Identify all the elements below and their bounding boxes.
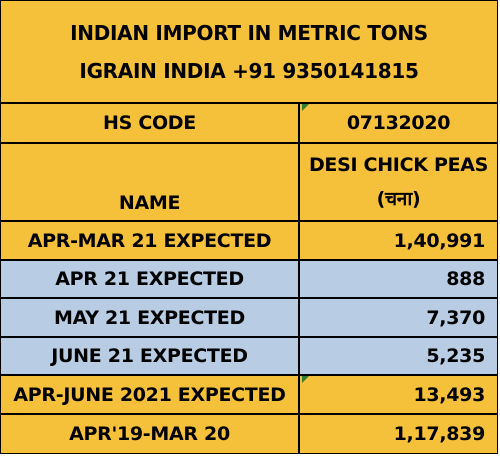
hs-code-value: 07132020 <box>346 112 451 134</box>
table-row: MAY 21 EXPECTED 7,370 <box>1 299 497 338</box>
title-row: INDIAN IMPORT IN METRIC TONS IGRAIN INDI… <box>1 1 497 104</box>
row-value: 888 <box>446 268 485 290</box>
row-label: MAY 21 EXPECTED <box>1 299 300 336</box>
row-label: JUNE 21 EXPECTED <box>1 338 300 374</box>
name-label: NAME <box>1 144 300 220</box>
row-value: 7,370 <box>426 306 485 329</box>
title-line-2: IGRAIN INDIA +91 9350141815 <box>79 58 419 83</box>
name-value-line-1: DESI CHICK PEAS <box>308 154 489 176</box>
comment-marker-icon <box>302 376 309 383</box>
row-label: APR-JUNE 2021 EXPECTED <box>1 376 300 413</box>
hs-code-label: HS CODE <box>1 104 300 142</box>
table-row: APR'19-MAR 20 1,17,839 <box>1 415 497 453</box>
row-value: 5,235 <box>426 345 485 367</box>
name-value: DESI CHICK PEAS (चना) <box>300 144 497 220</box>
table-row: JUNE 21 EXPECTED 5,235 <box>1 338 497 376</box>
table-title: INDIAN IMPORT IN METRIC TONS IGRAIN INDI… <box>1 1 497 102</box>
row-value: 1,17,839 <box>393 423 486 445</box>
row-label: APR'19-MAR 20 <box>1 415 300 453</box>
row-label: APR-MAR 21 EXPECTED <box>1 222 300 259</box>
name-row: NAME DESI CHICK PEAS (चना) <box>1 144 497 222</box>
row-value: 1,40,991 <box>393 229 486 252</box>
table-row: APR-JUNE 2021 EXPECTED 13,493 <box>1 376 497 415</box>
name-value-line-2: (चना) <box>376 188 421 210</box>
hs-code-row: HS CODE 07132020 <box>1 104 497 144</box>
table-row: APR-MAR 21 EXPECTED 1,40,991 <box>1 222 497 261</box>
comment-marker-icon <box>302 104 309 111</box>
row-value: 13,493 <box>413 383 485 406</box>
title-line-1: INDIAN IMPORT IN METRIC TONS <box>70 20 428 45</box>
row-label: APR 21 EXPECTED <box>1 261 300 297</box>
table-row: APR 21 EXPECTED 888 <box>1 261 497 299</box>
